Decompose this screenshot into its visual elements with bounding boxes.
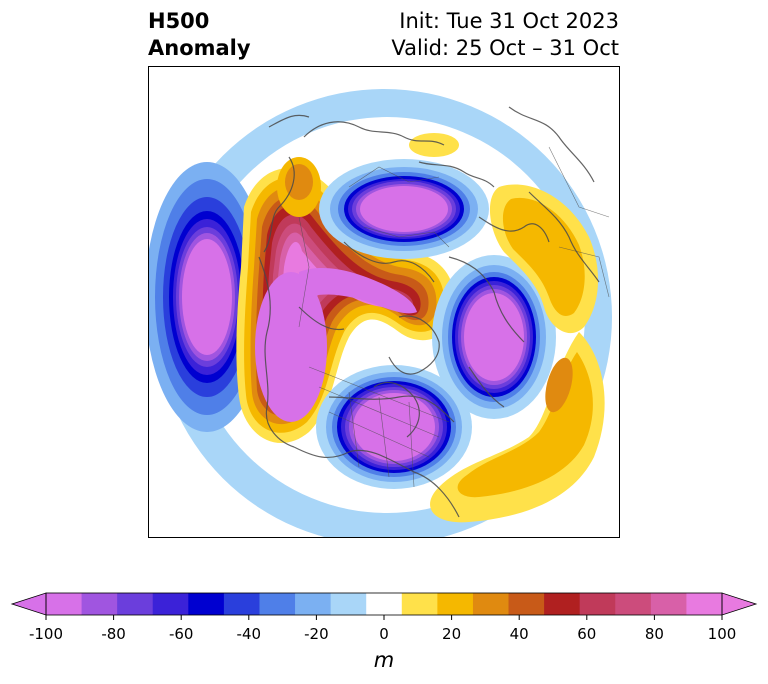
colorbar-segment bbox=[366, 593, 403, 615]
negative-anomaly-west bbox=[149, 162, 269, 432]
colorbar-segment bbox=[437, 593, 474, 615]
colorbar-segment bbox=[579, 593, 616, 615]
colorbar-tick-label: 0 bbox=[379, 625, 389, 643]
colorbar-extend-min bbox=[10, 592, 47, 616]
colorbar-tick-label: 20 bbox=[442, 625, 461, 643]
init-date: Init: Tue 31 Oct 2023 bbox=[399, 9, 619, 33]
colorbar-segment bbox=[259, 593, 296, 615]
colorbar-segment bbox=[330, 593, 367, 615]
title-line-1: H500 bbox=[148, 9, 210, 33]
colorbar-segment bbox=[295, 593, 332, 615]
colorbar-segment bbox=[544, 593, 581, 615]
colorbar-tick-label: -40 bbox=[237, 625, 262, 643]
positive-anomaly-atlantic bbox=[430, 332, 605, 523]
colorbar-ticks: -100 -80 -60 -40 -20 0 20 40 60 80 100 bbox=[29, 615, 736, 643]
colorbar-tick-label: -20 bbox=[304, 625, 329, 643]
colorbar-tick-label: 80 bbox=[645, 625, 664, 643]
colorbar-segment bbox=[117, 593, 154, 615]
colorbar-segment bbox=[650, 593, 687, 615]
positive-anomaly-small bbox=[277, 133, 459, 217]
anomaly-map bbox=[148, 66, 620, 538]
date-info: Init: Tue 31 Oct 2023 Valid: 25 Oct – 31… bbox=[391, 8, 619, 62]
colorbar-segments bbox=[46, 593, 723, 615]
colorbar: -100 -80 -60 -40 -20 0 20 40 60 80 100 bbox=[10, 592, 758, 643]
map-canvas bbox=[149, 89, 612, 537]
colorbar-segment bbox=[472, 593, 510, 615]
colorbar-segment bbox=[81, 593, 118, 615]
title-line-2: Anomaly bbox=[148, 36, 251, 60]
chart-title: H500 Anomaly bbox=[148, 8, 251, 62]
political-borders bbox=[298, 146, 610, 488]
colorbar-segment bbox=[615, 593, 652, 615]
colorbar-segment bbox=[46, 593, 83, 615]
coastlines bbox=[258, 106, 600, 518]
colorbar-segment bbox=[223, 593, 260, 615]
colorbar-tick-label: -60 bbox=[169, 625, 194, 643]
positive-anomaly-center bbox=[236, 168, 455, 444]
colorbar-tick-label: -100 bbox=[29, 625, 63, 643]
colorbar-unit-label: m bbox=[373, 648, 395, 672]
valid-dates: Valid: 25 Oct – 31 Oct bbox=[391, 36, 619, 60]
colorbar-tick-label: 40 bbox=[510, 625, 529, 643]
colorbar-segment bbox=[508, 593, 545, 615]
colorbar-segment bbox=[188, 593, 225, 615]
colorbar-segment bbox=[152, 593, 189, 615]
colorbar-extend-max bbox=[721, 592, 758, 616]
colorbar-segment bbox=[686, 593, 723, 615]
colorbar-tick-label: -80 bbox=[101, 625, 126, 643]
negative-anomaly-north bbox=[319, 159, 489, 259]
colorbar-tick-label: 60 bbox=[577, 625, 596, 643]
colorbar-tick-label: 100 bbox=[708, 625, 737, 643]
colorbar-segment bbox=[401, 593, 438, 615]
negative-anomaly-east bbox=[432, 255, 556, 419]
